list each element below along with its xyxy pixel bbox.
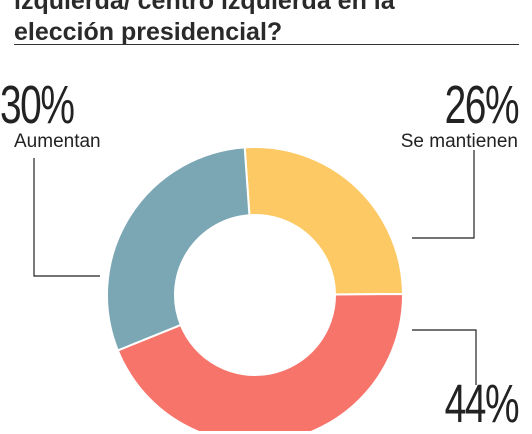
title-divider [14,44,519,45]
leader-line-aumentan [33,158,100,277]
donut-slice-se-mantienen [243,146,405,296]
percent-label-aumentan: 30% [0,75,75,135]
leader-line-se-mantienen [412,150,475,239]
donut-slice-44 [116,292,404,431]
title-line-1: izquierda/ centro izquierda en la [14,0,395,15]
slice-label-se-mantienen: Se mantienen [400,131,518,152]
leader-line-44 [412,329,477,385]
chart-title: izquierda/ centro izquierda en la elecci… [14,0,524,48]
title-line-2: elección presidencial? [14,18,283,46]
percent-label-se-mantienen: 26% [444,75,519,135]
slice-label-aumentan: Aumentan [14,131,101,152]
donut-slice-aumentan [106,146,251,352]
percent-label-44: 44% [444,374,519,434]
